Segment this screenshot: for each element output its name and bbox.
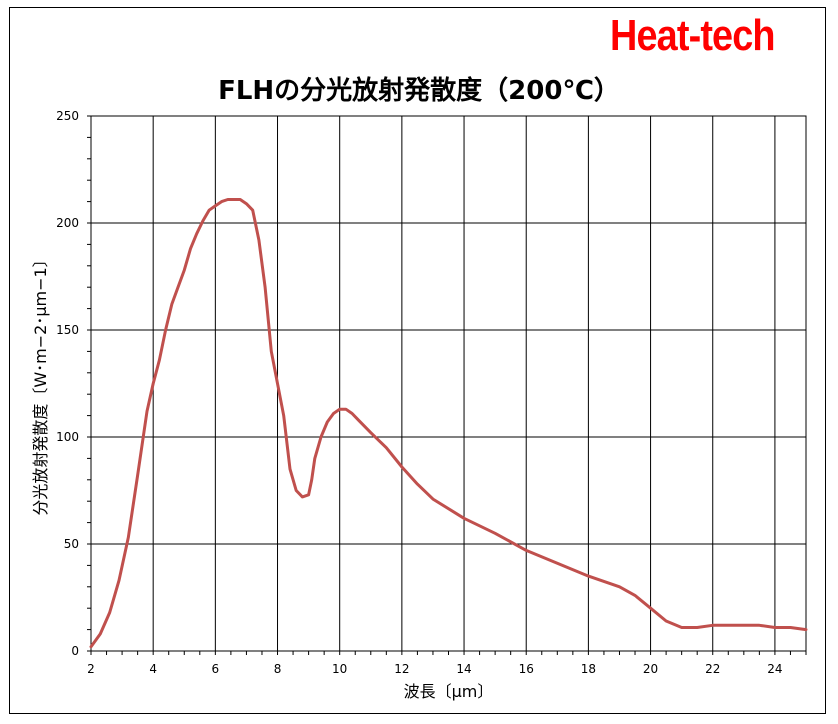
grid-lines <box>87 115 807 655</box>
plot-area-border <box>90 115 807 652</box>
y-axis-label: 分光放射発散度〔W･m−2･μm−1〕 <box>31 251 50 515</box>
x-tick-label: 24 <box>767 662 782 676</box>
x-tick-label: 6 <box>212 662 220 676</box>
x-tick-label: 20 <box>643 662 658 676</box>
y-tick-label: 200 <box>56 216 79 230</box>
y-tick-label: 50 <box>64 537 79 551</box>
y-tick-label: 100 <box>56 430 79 444</box>
x-tick-label: 8 <box>274 662 282 676</box>
brand-logo: Heat-tech <box>610 11 776 60</box>
x-axis-label: 波長〔μm〕 <box>404 682 494 701</box>
chart-title: FLHの分光放射発散度（200℃） <box>218 76 620 106</box>
x-tick-label: 12 <box>394 662 409 676</box>
y-tick-label: 150 <box>56 323 79 337</box>
x-tick-label: 14 <box>456 662 471 676</box>
y-tick-label: 0 <box>71 644 79 658</box>
x-tick-label: 10 <box>332 662 347 676</box>
series-line-0 <box>89 198 808 649</box>
x-tick-label: 22 <box>705 662 720 676</box>
chart-frame <box>9 7 826 714</box>
x-tick-label: 18 <box>581 662 596 676</box>
x-tick-label: 16 <box>519 662 534 676</box>
series-group <box>89 198 808 649</box>
x-tick-label: 2 <box>87 662 95 676</box>
x-tick-label: 4 <box>149 662 157 676</box>
y-tick-label: 250 <box>56 109 79 123</box>
